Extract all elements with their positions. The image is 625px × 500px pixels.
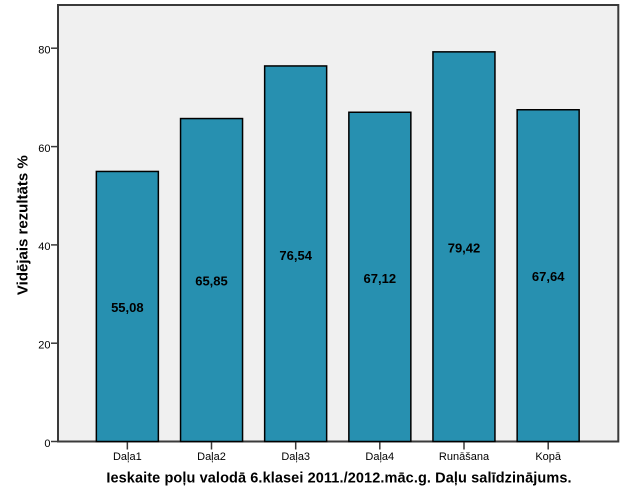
svg-text:0: 0 [44,438,50,450]
svg-text:55,08: 55,08 [111,300,144,315]
svg-text:40: 40 [38,241,50,253]
svg-text:76,54: 76,54 [279,248,312,263]
svg-text:Daļa3: Daļa3 [281,451,310,463]
svg-text:Runāšana: Runāšana [439,451,490,463]
svg-text:20: 20 [38,340,50,352]
svg-text:79,42: 79,42 [448,240,481,255]
svg-text:67,64: 67,64 [532,269,565,284]
svg-text:Vidējais rezultāts %: Vidējais rezultāts % [15,155,32,295]
svg-text:Kopā: Kopā [535,451,562,463]
svg-text:60: 60 [38,143,50,155]
svg-text:Daļa4: Daļa4 [365,451,394,463]
svg-text:Daļa1: Daļa1 [113,451,142,463]
svg-text:Ieskaite poļu valodā 6.klasei: Ieskaite poļu valodā 6.klasei 2011./2012… [106,470,571,486]
svg-text:65,85: 65,85 [195,274,228,289]
svg-text:67,12: 67,12 [364,271,397,286]
svg-text:80: 80 [38,45,50,57]
svg-text:Daļa2: Daļa2 [197,451,226,463]
